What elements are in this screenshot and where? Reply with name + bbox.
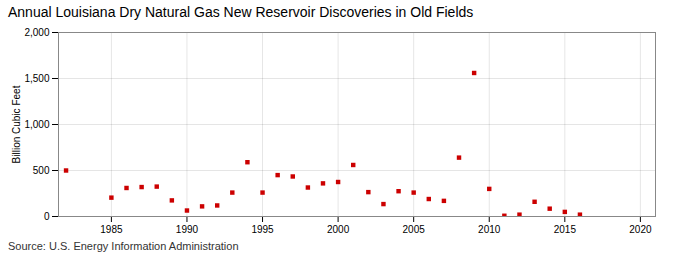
svg-text:2015: 2015: [554, 224, 577, 235]
svg-text:2,000: 2,000: [24, 27, 49, 38]
svg-text:2010: 2010: [478, 224, 501, 235]
svg-text:1,000: 1,000: [24, 119, 49, 130]
svg-text:1995: 1995: [251, 224, 274, 235]
svg-text:Billion Cubic Feet: Billion Cubic Feet: [11, 85, 22, 163]
html-text:Source: U.S. Energy Informatio: Source: U.S. Energy Information Administ…: [8, 240, 239, 252]
svg-text:2020: 2020: [629, 224, 652, 235]
svg-text:1,500: 1,500: [24, 73, 49, 84]
html-text:Annual Louisiana Dry Natural G: Annual Louisiana Dry Natural Gas New Res…: [8, 4, 474, 20]
svg-text:2005: 2005: [403, 224, 426, 235]
svg-text:1990: 1990: [176, 224, 199, 235]
svg-text:1985: 1985: [100, 224, 123, 235]
svg-text:500: 500: [33, 165, 50, 176]
svg-text:0: 0: [44, 211, 50, 222]
svg-text:2000: 2000: [327, 224, 350, 235]
